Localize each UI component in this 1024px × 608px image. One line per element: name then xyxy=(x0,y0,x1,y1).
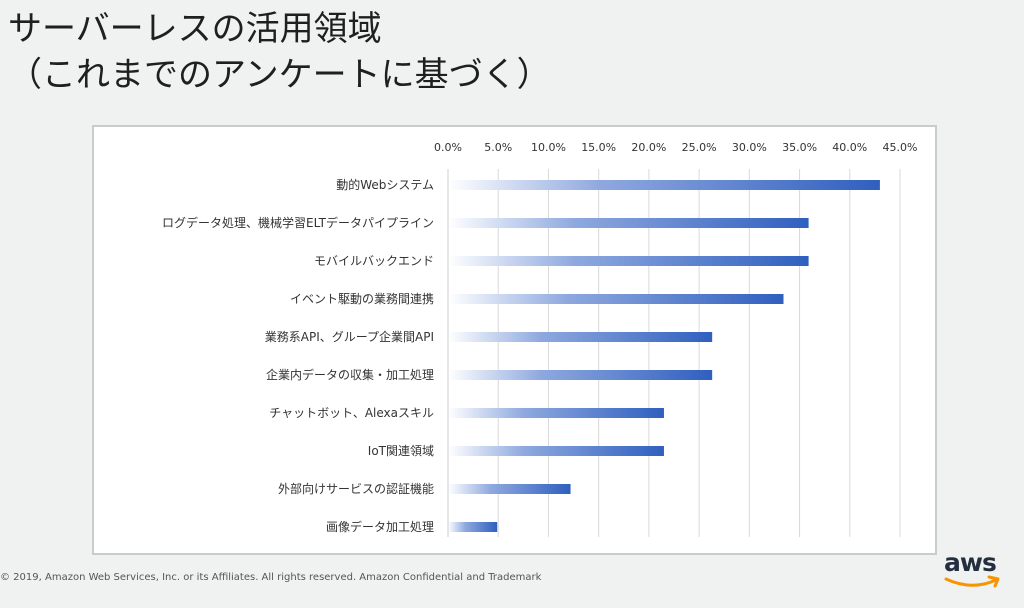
x-tick-label: 45.0% xyxy=(883,141,918,154)
x-tick-label: 30.0% xyxy=(732,141,767,154)
x-tick-label: 5.0% xyxy=(484,141,512,154)
bar xyxy=(448,522,498,532)
category-label: イベント駆動の業務間連携 xyxy=(290,291,434,306)
bar xyxy=(448,332,713,342)
category-label: 外部向けサービスの認証機能 xyxy=(278,481,434,496)
category-label: モバイルバックエンド xyxy=(314,254,434,268)
category-label: 動的Webシステム xyxy=(336,177,434,192)
category-label: 企業内データの収集・加工処理 xyxy=(266,367,434,382)
bar xyxy=(448,408,664,418)
bar xyxy=(448,294,784,304)
bar-chart: 0.0% 5.0% 10.0% 15.0% 20.0% 25.0% 30.0% 35.0% 40… xyxy=(162,141,917,537)
aws-logo-text: aws xyxy=(944,548,997,577)
slide-title: サーバーレスの活用領域 （これまでのアンケートに基づく） xyxy=(8,6,551,98)
slide-title-line-1: サーバーレスの活用領域 xyxy=(8,9,382,49)
x-tick-label: 10.0% xyxy=(531,141,566,154)
aws-logo: aws xyxy=(942,548,1004,596)
copyright-footer: © 2019, Amazon Web Services, Inc. or its… xyxy=(0,572,542,583)
x-tick-label: 25.0% xyxy=(682,141,717,154)
x-tick-label: 40.0% xyxy=(832,141,867,154)
x-tick-label: 0.0% xyxy=(434,141,462,154)
bar xyxy=(448,256,809,266)
bar xyxy=(448,484,571,494)
bar xyxy=(448,218,809,228)
category-label: チャットボット、Alexaスキル xyxy=(269,406,434,420)
bar xyxy=(448,370,713,380)
bar xyxy=(448,180,880,190)
slide-title-line-2: （これまでのアンケートに基づく） xyxy=(8,55,551,95)
bar-chart-panel: 0.0% 5.0% 10.0% 15.0% 20.0% 25.0% 30.0% 35.0% 40… xyxy=(92,125,937,555)
category-label: ログデータ処理、機械学習ELTデータパイプライン xyxy=(162,215,434,230)
bars xyxy=(448,180,880,532)
gridlines xyxy=(497,169,901,537)
bar xyxy=(448,446,664,456)
x-axis-tick-labels: 0.0% 5.0% 10.0% 15.0% 20.0% 25.0% 30.0% 35.0% 40… xyxy=(434,141,917,154)
aws-smile-arrow-icon xyxy=(944,575,1000,588)
x-tick-label: 20.0% xyxy=(631,141,666,154)
x-tick-label: 35.0% xyxy=(782,141,817,154)
category-label: 業務系API、グループ企業間API xyxy=(265,329,434,344)
category-labels: 動的Webシステムログデータ処理、機械学習ELTデータパイプラインモバイルバック… xyxy=(162,177,434,534)
category-label: 画像データ加工処理 xyxy=(326,519,434,534)
category-label: IoT関連領域 xyxy=(368,443,434,458)
x-tick-label: 15.0% xyxy=(581,141,616,154)
